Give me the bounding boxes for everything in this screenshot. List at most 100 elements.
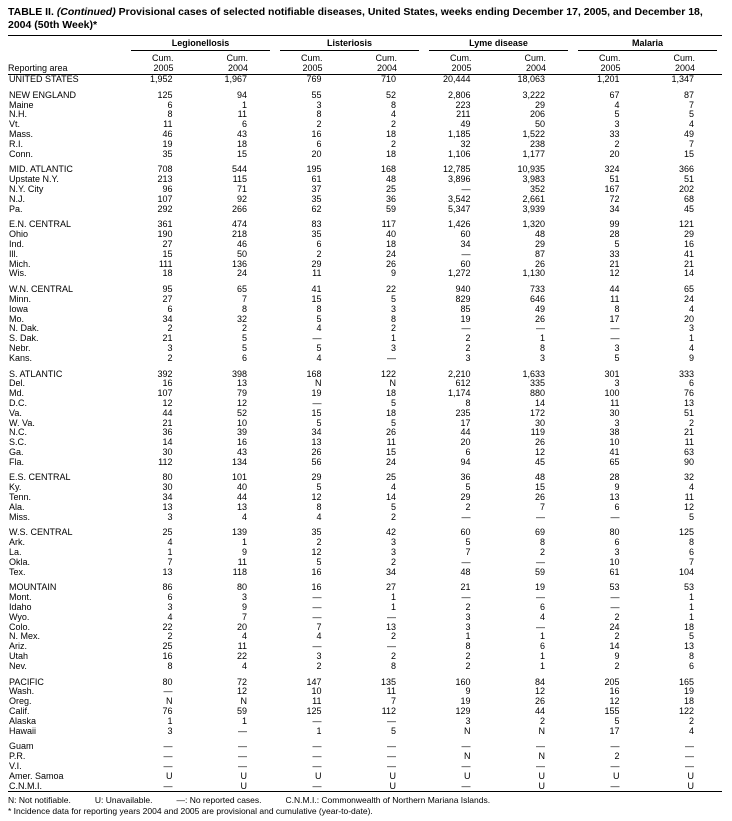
- value-cell: 335: [529, 379, 545, 389]
- value-cell: 1: [390, 603, 396, 613]
- value-cell: 2: [465, 502, 471, 512]
- value-cell: 26: [385, 428, 396, 438]
- value-cell: 3,896: [447, 175, 471, 185]
- value-cell: 211: [456, 110, 471, 120]
- value-cell: 5: [316, 557, 322, 567]
- table-title: TABLE II. (Continued) Provisional cases …: [8, 6, 722, 32]
- value-cell: 190: [157, 230, 173, 240]
- table-row: Fla. 112 134 56 24 94 45 65 90: [8, 458, 722, 468]
- table-row: Colo. 22 20 7 13 3 — 24 18: [8, 623, 722, 633]
- value-cell: 7: [316, 622, 322, 632]
- value-cell: 1: [539, 652, 545, 662]
- reporting-area-cell: N. Dak.: [9, 324, 40, 334]
- table-row: C.N.M.I. — U — U — U — U: [8, 782, 722, 792]
- value-cell: 46: [162, 129, 173, 139]
- value-cell: 55: [311, 90, 322, 100]
- value-cell: 4: [688, 343, 694, 353]
- value-cell: 14: [609, 642, 620, 652]
- value-cell: 4: [688, 483, 694, 493]
- value-cell: 9: [614, 483, 620, 493]
- value-cell: 86: [162, 583, 173, 593]
- value-cell: N: [464, 752, 471, 762]
- value-cell: 3: [390, 343, 396, 353]
- value-cell: 1: [316, 726, 322, 736]
- table-row: E.N. CENTRAL 361 474 83 117 1,426 1,320 99 121: [8, 220, 722, 230]
- reporting-area-cell: Hawaii: [9, 726, 37, 736]
- value-cell: 15: [311, 294, 322, 304]
- value-cell: —: [610, 781, 620, 791]
- reporting-area-cell: W. Va.: [9, 418, 35, 428]
- column-group-header: Listeriosis: [275, 36, 424, 51]
- reporting-area-cell: S. Dak.: [9, 334, 39, 344]
- value-cell: 52: [236, 408, 247, 418]
- value-cell: 301: [604, 369, 620, 379]
- value-cell: 4: [539, 612, 545, 622]
- value-cell: 3: [167, 726, 173, 736]
- value-cell: 1,130: [522, 269, 545, 279]
- value-cell: 34: [162, 314, 173, 324]
- value-cell: —: [536, 512, 545, 522]
- value-cell: 19: [311, 389, 322, 399]
- reporting-area-cell: C.N.M.I.: [9, 781, 42, 791]
- table-row: N. Mex. 2 4 4 2 1 1 2 5: [8, 632, 722, 642]
- value-cell: 7: [688, 100, 694, 110]
- value-cell: —: [163, 762, 173, 771]
- group-header-row: Reporting area Legionellosis Listeriosis L…: [8, 35, 722, 75]
- table-row: Del. 16 13 N N 612 335 3 6: [8, 379, 722, 389]
- value-cell: —: [536, 593, 545, 603]
- value-cell: —: [163, 742, 173, 752]
- value-cell: 2: [316, 120, 322, 130]
- value-cell: 12: [162, 398, 173, 408]
- value-cell: U: [613, 771, 620, 781]
- value-cell: 26: [385, 259, 396, 269]
- value-cell: —: [387, 716, 396, 726]
- value-cell: 19: [162, 139, 173, 149]
- column-sub-header: Cum. 2004: [349, 51, 424, 75]
- value-cell: 1: [688, 593, 694, 603]
- reporting-area-cell: Calif.: [9, 707, 30, 717]
- reporting-area-cell: Iowa: [9, 304, 29, 314]
- value-cell: 3: [465, 612, 471, 622]
- value-cell: 112: [381, 707, 396, 717]
- value-cell: 5: [241, 334, 247, 344]
- value-cell: 2: [614, 752, 620, 762]
- value-cell: 708: [157, 165, 173, 175]
- value-cell: —: [461, 593, 471, 603]
- value-cell: 1: [390, 334, 396, 344]
- table-row: Guam — — — — — — — —: [8, 742, 722, 752]
- value-cell: 52: [385, 90, 396, 100]
- table-row: Tenn. 34 44 12 14 29 26 13 11: [8, 493, 722, 503]
- value-cell: 8: [316, 110, 322, 120]
- value-cell: 85: [460, 304, 471, 314]
- value-cell: 5: [688, 632, 694, 642]
- value-cell: 4: [390, 483, 396, 493]
- reporting-area-cell: Maine: [9, 100, 34, 110]
- reporting-area-cell: Oreg.: [9, 697, 32, 707]
- table-row: Hawaii 3 — 1 5 N N 17 4: [8, 727, 722, 737]
- value-cell: 14: [534, 398, 545, 408]
- value-cell: 160: [455, 677, 471, 687]
- table-row: Minn. 27 7 15 5 829 646 11 24: [8, 295, 722, 305]
- reporting-area-cell: Alaska: [9, 716, 37, 726]
- value-cell: 20: [236, 622, 247, 632]
- table-row: PACIFIC 80 72 147 135 160 84 205 165: [8, 678, 722, 688]
- value-cell: 11: [684, 438, 694, 448]
- value-cell: 53: [683, 583, 694, 593]
- value-cell: 2: [167, 353, 173, 363]
- value-cell: 40: [385, 230, 396, 240]
- value-cell: 6: [688, 661, 694, 671]
- value-cell: 3,542: [447, 194, 471, 204]
- column-sub-header: Cum. 2005: [275, 51, 350, 75]
- value-cell: 25: [385, 184, 396, 194]
- value-cell: —: [461, 324, 471, 334]
- value-cell: 5: [614, 353, 620, 363]
- value-cell: 1,426: [447, 220, 471, 230]
- value-cell: 5: [465, 483, 471, 493]
- value-cell: 35: [311, 528, 322, 538]
- value-cell: 172: [529, 408, 545, 418]
- value-cell: 4: [167, 538, 173, 548]
- value-cell: —: [312, 781, 322, 791]
- value-cell: N: [240, 697, 248, 707]
- value-cell: —: [312, 716, 322, 726]
- table-row: Miss. 3 4 4 2 — — — 5: [8, 513, 722, 523]
